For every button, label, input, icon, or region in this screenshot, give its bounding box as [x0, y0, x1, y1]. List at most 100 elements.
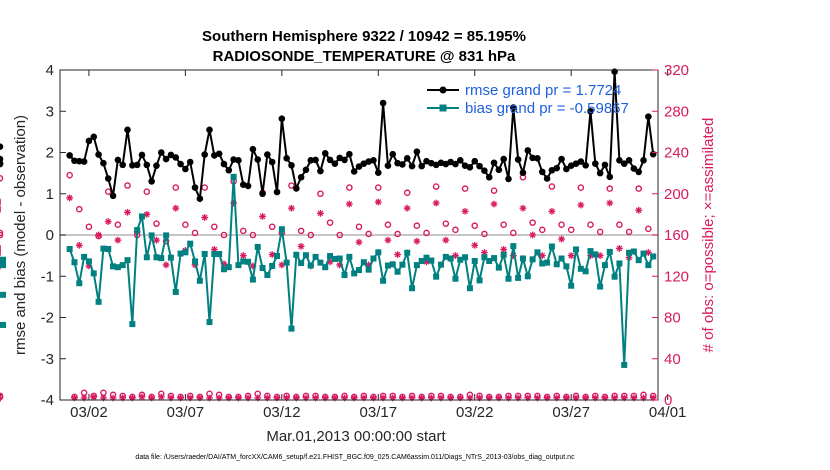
bias-point [457, 256, 464, 263]
rmse-point [109, 192, 117, 200]
bias-point [182, 249, 189, 256]
assimilated-obs-point [172, 204, 180, 212]
bias-point [331, 255, 338, 262]
bias-point [515, 274, 522, 281]
assimilated-obs-point [201, 214, 209, 221]
assimilated-obs-point [288, 204, 295, 212]
rmse-point [182, 165, 189, 173]
assimilated-obs-point [239, 252, 247, 260]
rmse-point [355, 163, 363, 170]
rmse-point [215, 150, 223, 158]
possible-obs-point [143, 188, 151, 195]
chart-title-line2: RADIOSONDE_TEMPERATURE @ 831 hPa [213, 48, 516, 65]
rmse-point [341, 156, 348, 164]
bias-point [143, 254, 150, 261]
rmse-point [259, 190, 266, 198]
rmse-point [481, 167, 488, 174]
bias-point [519, 255, 526, 262]
bias-point [433, 273, 440, 280]
bias-point [491, 255, 498, 262]
possible-obs-point [0, 174, 4, 182]
possible-obs-point [529, 219, 536, 226]
bias-point [558, 255, 565, 262]
bias-point [0, 321, 6, 328]
bias-point [0, 258, 6, 265]
bias-point [124, 257, 131, 264]
x-tick-label: 03/07 [167, 404, 205, 421]
x-tick-label: 03/12 [263, 404, 301, 421]
assimilated-obs-point [317, 209, 324, 217]
possible-obs-point [297, 227, 305, 235]
rmse-point [133, 161, 141, 169]
bias-point [187, 240, 194, 247]
bias-point [283, 259, 290, 266]
assimilated-obs-point [95, 231, 102, 239]
rmse-point [283, 154, 290, 162]
rmse-point [514, 156, 522, 163]
bias-point [307, 262, 314, 269]
rmse-point [235, 157, 242, 164]
bias-point [278, 226, 285, 233]
bias-point [539, 260, 546, 267]
possible-obs-point [558, 221, 565, 228]
rmse-point [389, 150, 397, 158]
bias-point [172, 288, 179, 295]
assimilated-obs-point [500, 246, 508, 253]
rmse-point [326, 156, 334, 164]
assimilated-obs-point [567, 252, 575, 260]
rmse-point [66, 152, 73, 159]
bias-point [220, 266, 227, 273]
bias-point [327, 253, 334, 260]
rmse-point [124, 126, 131, 134]
rmse-point [471, 157, 479, 165]
rmse-point [143, 161, 151, 169]
rmse-point [413, 148, 421, 155]
y-right-tick-label: 240 [664, 145, 689, 162]
legend: rmse grand pr = 1.7724 bias grand pr = -… [427, 82, 629, 117]
rmse-point [384, 162, 392, 169]
rmse-point [191, 184, 199, 191]
rmse-point [620, 160, 628, 167]
legend-bias-label: bias grand pr = -0.59867 [465, 100, 629, 117]
bias-point [495, 264, 502, 271]
bias-point [298, 260, 305, 267]
possible-obs-point [268, 223, 276, 231]
rmse-point [317, 167, 324, 175]
y-axis-left-label: rmse and bias (model - observation) [12, 115, 29, 355]
y-right-tick-label: 0 [664, 392, 672, 409]
bias-point [529, 256, 536, 263]
possible-obs-point [384, 221, 392, 228]
rmse-point [370, 157, 377, 164]
bias-point [163, 232, 170, 239]
possible-obs-point [538, 226, 546, 234]
bias-point [592, 251, 599, 258]
rmse-point [500, 155, 507, 163]
rmse-point [331, 160, 339, 167]
bias-point [240, 258, 247, 265]
bias-point [302, 252, 309, 259]
possible-obs-point [0, 231, 4, 239]
rmse-point [220, 160, 228, 168]
bias-point [66, 246, 73, 253]
rmse-point [288, 161, 295, 169]
rmse-point [616, 157, 623, 164]
possible-obs-point [596, 228, 604, 236]
bias-point [192, 258, 199, 265]
bias-point [597, 283, 604, 290]
possible-obs-point [336, 231, 344, 239]
possible-obs-point [153, 220, 160, 227]
possible-obs-point [442, 220, 450, 227]
rmse-point [196, 195, 204, 202]
possible-obs-point [606, 185, 614, 192]
assimilated-obs-point [480, 249, 488, 256]
bias-point [254, 243, 261, 250]
bias-point [548, 243, 555, 250]
bias-point [466, 285, 473, 292]
y-left-tick-label: -3 [41, 351, 54, 368]
bias-point [76, 280, 83, 287]
legend-rmse-marker [439, 86, 447, 94]
rmse-point [278, 115, 286, 122]
assimilated-obs-point [616, 245, 623, 252]
bias-point [134, 227, 141, 234]
y-right-tick-label: 160 [664, 227, 689, 244]
